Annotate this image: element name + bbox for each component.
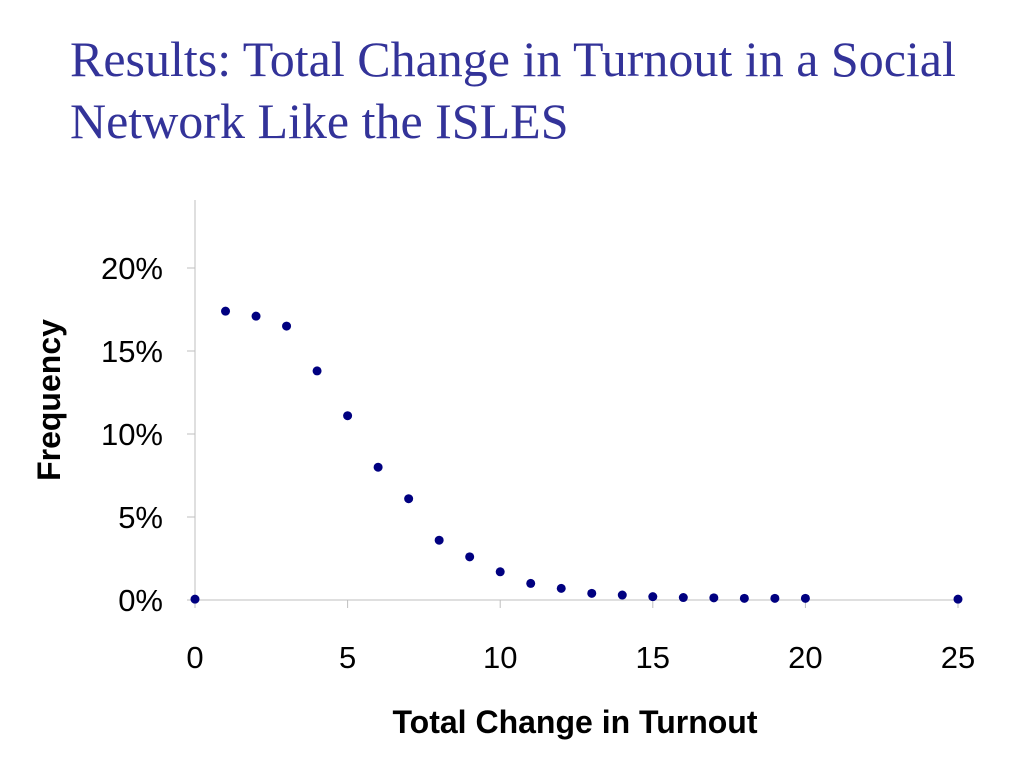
- data-point: [282, 321, 292, 331]
- slide-title: Results: Total Change in Turnout in a So…: [70, 31, 956, 149]
- data-point: [739, 593, 749, 603]
- y-tick-label: 15%: [101, 334, 163, 369]
- data-point: [190, 594, 200, 604]
- x-tick-label: 25: [941, 640, 975, 675]
- data-point: [312, 366, 322, 376]
- y-axis-tick-labels: 0% 5% 10% 15% 20%: [101, 251, 163, 618]
- data-point: [495, 567, 505, 577]
- data-point: [556, 583, 566, 593]
- data-point: [404, 494, 414, 504]
- x-axis-tick-labels: 0 5 10 15 20 25: [186, 640, 975, 675]
- data-point: [800, 593, 810, 603]
- x-tick-label: 15: [636, 640, 670, 675]
- data-point: [617, 590, 627, 600]
- data-point: [678, 593, 688, 603]
- x-axis-title: Total Change in Turnout: [393, 704, 758, 740]
- chart-axes: [187, 200, 959, 608]
- y-tick-label: 10%: [101, 417, 163, 452]
- y-axis-title: Frequency: [31, 319, 67, 481]
- y-tick-label: 0%: [118, 583, 163, 618]
- data-points: [190, 306, 963, 604]
- x-tick-label: 20: [788, 640, 822, 675]
- x-tick-label: 0: [186, 640, 203, 675]
- data-point: [953, 594, 963, 604]
- x-tick-label: 10: [483, 640, 517, 675]
- data-point: [709, 593, 719, 603]
- data-point: [373, 462, 383, 472]
- data-point: [221, 306, 231, 316]
- data-point: [251, 311, 261, 321]
- data-point: [648, 592, 658, 602]
- data-point: [465, 552, 475, 562]
- data-point: [343, 411, 353, 421]
- data-point: [526, 578, 536, 588]
- y-tick-label: 20%: [101, 251, 163, 286]
- y-tick-label: 5%: [118, 500, 163, 535]
- data-point: [587, 588, 597, 598]
- x-tick-label: 5: [339, 640, 356, 675]
- data-point: [434, 535, 444, 545]
- data-point: [770, 593, 780, 603]
